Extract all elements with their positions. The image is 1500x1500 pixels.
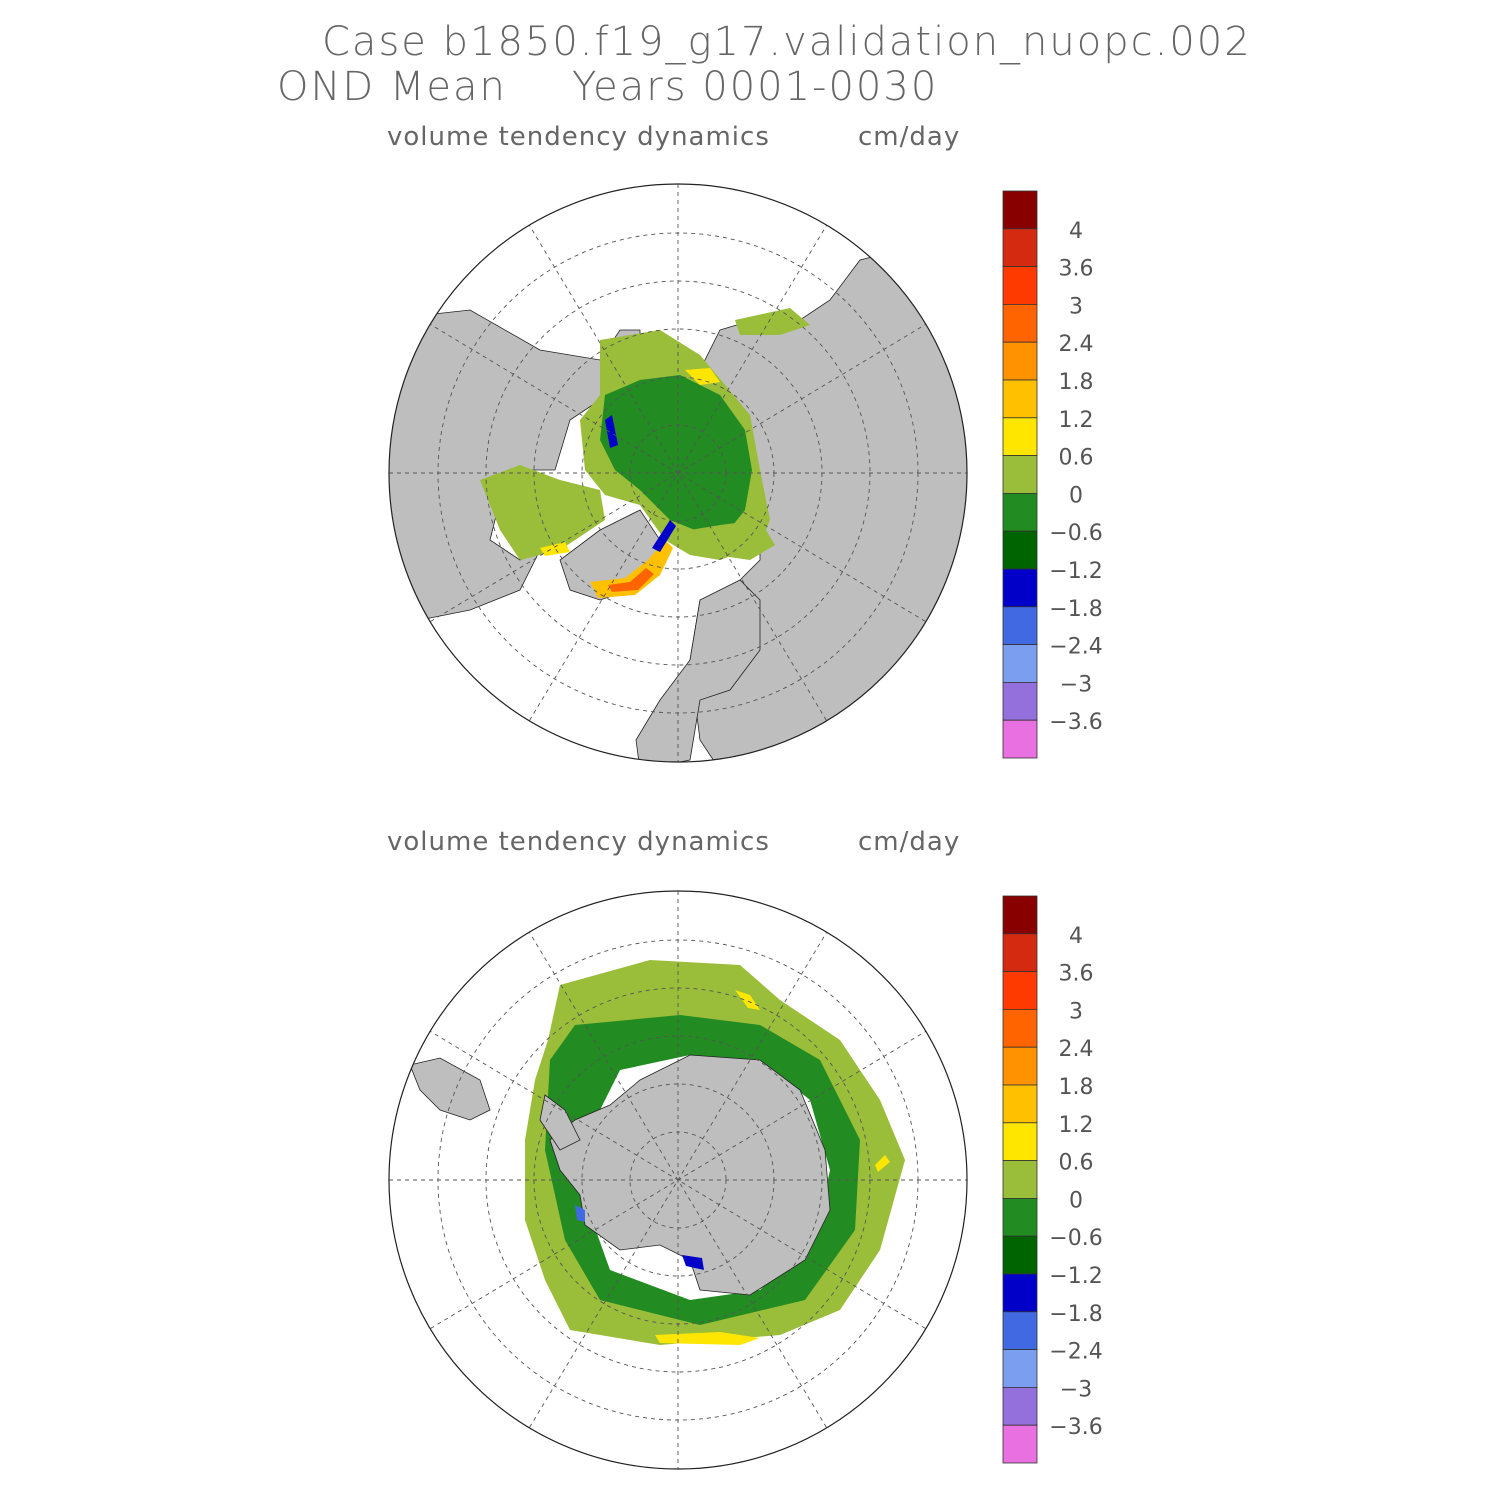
south-colorbar-label: −3.6 <box>1049 1415 1102 1440</box>
north-colorbar-label: −3 <box>1060 672 1092 697</box>
north-colorbar-swatch <box>1002 492 1038 532</box>
south-colorbar-label: 0.6 <box>1059 1151 1094 1176</box>
north-colorbar-swatch <box>1002 719 1038 759</box>
north-colorbar-swatch <box>1002 455 1038 494</box>
north-panel: volume tendency dynamics cm/day <box>387 122 1103 763</box>
south-blue-ross <box>682 1255 704 1270</box>
south-colorbar-swatch <box>1002 1235 1038 1275</box>
north-negative-strip <box>652 520 676 552</box>
south-graticule <box>389 891 967 1469</box>
north-colorbar-label: −2.4 <box>1049 635 1102 660</box>
north-colorbar-swatch <box>1002 303 1038 343</box>
north-colorbar: 4 3.6 3 2.4 1.8 1.2 0.6 0 −0.6 −1.2 −1.8 −2.4 −3 −3.6 <box>1002 190 1103 759</box>
north-colorbar-swatch <box>1002 568 1038 608</box>
south-colorbar-swatch <box>1002 933 1038 972</box>
north-colorbar-label: 0 <box>1069 483 1083 508</box>
south-colorbar-label: 2.4 <box>1059 1037 1094 1062</box>
north-polar-map <box>389 184 967 762</box>
south-colorbar-swatch <box>1002 971 1038 1010</box>
north-yellow-patch <box>685 368 720 385</box>
season-label: OND Mean <box>277 64 507 110</box>
north-colorbar-swatch <box>1002 379 1038 419</box>
south-yellow-south <box>655 1332 760 1345</box>
south-colorbar-label: 3.6 <box>1059 962 1094 987</box>
north-colorbar-label: 2.4 <box>1059 332 1094 357</box>
north-variable-title: volume tendency dynamics <box>387 122 770 152</box>
north-colorbar-label: 3 <box>1069 294 1083 319</box>
south-colorbar-swatch <box>1002 1424 1038 1464</box>
south-land-peninsula <box>539 1094 581 1151</box>
north-negative-strip2 <box>605 415 618 448</box>
south-colorbar-label: 3 <box>1069 999 1083 1024</box>
north-map-border <box>388 183 968 763</box>
north-ice-okhotsk <box>735 308 810 335</box>
north-ice-barents <box>690 520 775 560</box>
north-graticule <box>389 184 967 762</box>
south-land-southamerica <box>409 1057 491 1121</box>
south-units: cm/day <box>858 827 960 857</box>
south-colorbar-swatch <box>1002 1273 1038 1313</box>
north-ice-core <box>600 375 752 535</box>
north-colorbar-swatch <box>1002 190 1038 230</box>
north-land-europe <box>635 579 761 762</box>
south-colorbar-swatch <box>1002 1084 1038 1124</box>
south-ice-inner <box>545 1015 860 1325</box>
south-colorbar-label: 4 <box>1069 924 1083 949</box>
north-colorbar-swatch <box>1002 530 1038 570</box>
north-colorbar-swatch <box>1002 341 1038 381</box>
south-colorbar-label: −1.2 <box>1049 1264 1102 1289</box>
north-colorbar-swatch <box>1002 606 1038 645</box>
north-yellow-patch2 <box>540 542 570 556</box>
south-colorbar-swatch <box>1002 1198 1038 1237</box>
north-colorbar-swatch <box>1002 417 1038 456</box>
north-colorbar-label: −1.2 <box>1049 559 1102 584</box>
north-units: cm/day <box>858 122 960 152</box>
years-label: Years 0001-0030 <box>572 64 938 110</box>
south-colorbar-swatch <box>1002 895 1038 935</box>
south-colorbar-label: 1.8 <box>1059 1075 1094 1100</box>
south-colorbar: 4 3.6 3 2.4 1.8 1.2 0.6 0 −0.6 −1.2 −1.8 −2.4 −3 −3.6 <box>1002 895 1103 1464</box>
case-title: Case b1850.f19_g17.validation_nuopc.002 <box>322 19 1252 65</box>
south-colorbar-swatch <box>1002 1349 1038 1388</box>
north-colorbar-label: 4 <box>1069 219 1083 244</box>
north-colorbar-label: 1.2 <box>1059 408 1094 433</box>
south-variable-title: volume tendency dynamics <box>387 827 770 857</box>
south-panel: volume tendency dynamics cm/day <box>387 827 1103 1470</box>
south-colorbar-swatch <box>1002 1046 1038 1086</box>
north-colorbar-swatch <box>1002 228 1038 268</box>
south-colorbar-label: −2.4 <box>1049 1340 1102 1365</box>
south-polar-map <box>389 891 967 1469</box>
north-colorbar-swatch <box>1002 682 1038 721</box>
south-colorbar-swatch <box>1002 1009 1038 1048</box>
south-yellow-east <box>875 1155 890 1172</box>
south-colorbar-swatch <box>1002 1122 1038 1162</box>
south-blue-weddell <box>575 1205 585 1222</box>
north-ice-archipelago <box>480 465 605 560</box>
south-colorbar-swatch <box>1002 1311 1038 1351</box>
north-colorbar-label: −1.8 <box>1049 597 1102 622</box>
south-colorbar-label: 0 <box>1069 1188 1083 1213</box>
north-colorbar-swatch <box>1002 266 1038 305</box>
north-colorbar-label: 3.6 <box>1059 257 1094 282</box>
north-colorbar-swatch <box>1002 644 1038 683</box>
north-colorbar-label: −0.6 <box>1049 521 1102 546</box>
north-positive-band <box>590 540 673 598</box>
south-colorbar-swatch <box>1002 1387 1038 1426</box>
north-colorbar-label: 1.8 <box>1059 370 1094 395</box>
north-positive-peak <box>608 568 654 592</box>
south-map-border <box>388 890 968 1470</box>
south-colorbar-label: −0.6 <box>1049 1226 1102 1251</box>
south-colorbar-swatch <box>1002 1160 1038 1199</box>
south-colorbar-label: 1.2 <box>1059 1113 1094 1138</box>
south-yellow-north <box>735 990 760 1010</box>
south-colorbar-label: −1.8 <box>1049 1302 1102 1327</box>
north-colorbar-label: 0.6 <box>1059 446 1094 471</box>
south-colorbar-label: −3 <box>1060 1377 1092 1402</box>
north-colorbar-label: −3.6 <box>1049 710 1102 735</box>
